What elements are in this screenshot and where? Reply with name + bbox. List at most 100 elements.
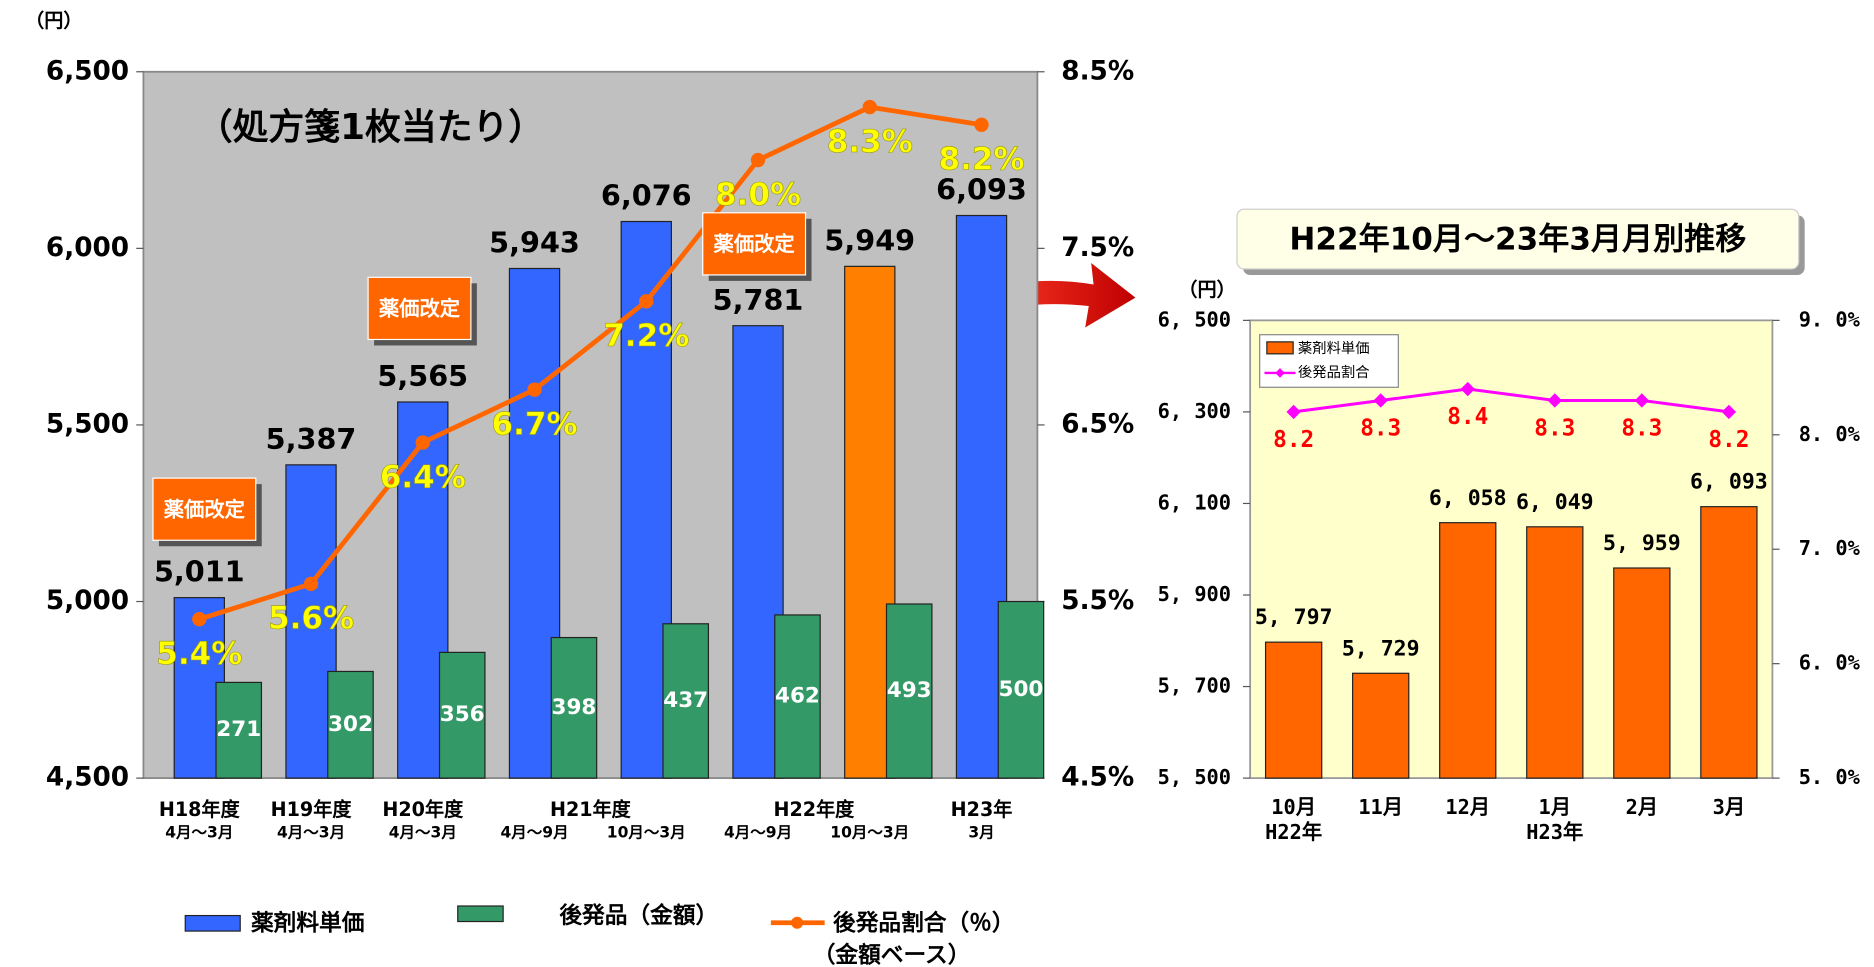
x-tick-label: 2月 [1626,795,1659,819]
line-value-label: 5.4% [156,636,242,672]
annotation-box [702,212,807,276]
line-marker [303,576,319,592]
y2-tick-label: 9. 0% [1799,307,1861,331]
line-marker [527,382,542,397]
bar-value-label: 5,949 [824,223,915,257]
bar [774,614,821,779]
line-value-label: 8.3 [1534,416,1575,442]
annotation-box [152,477,257,541]
y2-tick-label: 5.5% [1061,586,1134,616]
line-value-label: 8.4 [1447,404,1488,430]
bar-value-label: 6,093 [936,173,1027,207]
x-tick-label: 1月 [1539,795,1572,819]
plot-area [1249,319,1774,780]
legend-note: （金額ベース） [813,942,971,967]
bar [1352,672,1410,779]
bar-value-label: 6, 058 [1429,486,1507,511]
y-tick-label: 5, 700 [1158,674,1231,698]
line-marker [1286,404,1301,420]
legend-label: 後発品割合 [1298,364,1370,381]
line-marker [750,152,766,168]
y2-tick-label: 6. 0% [1799,651,1861,675]
y-tick-label: 5,500 [46,409,129,439]
bar-value-label: 493 [887,678,932,703]
x-tick-label: 12月 [1445,795,1490,819]
y2-tick-label: 5. 0% [1799,765,1861,789]
x-group-label: H18年度 [159,798,241,821]
bar [215,681,263,779]
bar-value-label: 462 [775,684,820,709]
y-tick-label: 6, 100 [1158,490,1231,514]
y2-tick-label: 8.5% [1061,56,1134,86]
y-tick-label: 4,500 [46,763,129,793]
x-tick-label: 11月 [1358,795,1403,819]
line-value-label: 5.6% [268,601,354,637]
y2-tick-label: 4.5% [1061,763,1134,793]
bar-value-label: 398 [552,695,597,720]
x-group-label: H20年度 [382,798,464,821]
x-tick-label: 4月～9月 [500,824,568,842]
x-tick-label: 10月～3月 [607,824,686,842]
x-group-label: H22年 [1265,820,1322,844]
legend-label: 後発品（金額） [559,902,718,929]
title-box [1236,208,1800,270]
x-tick-label: 4月～3月 [165,824,233,842]
bar-value-label: 6,076 [601,179,692,213]
legend-swatch [1266,341,1294,355]
bar-value-label: 302 [328,712,373,737]
bar [327,670,374,779]
line-value-label: 8.3% [827,124,913,160]
bar [438,651,486,779]
x-group-label: H23年 [951,798,1013,821]
y-tick-label: 6,000 [46,233,129,263]
line-value-label: 8.3 [1360,416,1401,442]
bar-value-label: 5,387 [266,422,357,456]
y-axis-unit: （円） [1178,278,1235,301]
arrow [884,262,1136,357]
line-value-label: 6.7% [491,406,577,442]
y-tick-label: 5,000 [46,586,129,616]
line-value-label: 8.0% [715,177,801,213]
line-marker [1721,404,1737,420]
bar-value-label: 5, 797 [1255,605,1333,630]
bar [997,600,1045,779]
bar [1613,567,1671,779]
line-value-label: 8.3 [1621,416,1662,442]
line [198,104,982,622]
line-marker [192,612,207,627]
line-marker [1547,393,1562,408]
bar [1526,526,1584,779]
line-marker [974,117,989,132]
bar-value-label: 5,011 [154,555,245,589]
legend-marker [791,916,804,929]
line-marker [1373,393,1388,408]
annotation-box [367,276,472,341]
line-marker [1634,393,1650,408]
legend-label: 薬剤料単価 [251,909,364,936]
y-axis-unit: （円） [25,9,82,32]
x-tick-label: 3月 [1713,795,1746,819]
bar-value-label: 6, 049 [1516,490,1594,515]
line-marker [639,294,654,309]
legend-marker [1275,368,1285,378]
y2-tick-label: 8. 0% [1799,422,1861,446]
bar-value-label: 5,943 [489,226,580,260]
bar-value-label: 437 [663,688,708,713]
bar [662,623,710,779]
bar-value-label: 271 [216,717,261,742]
x-group-label: H23年 [1526,820,1583,844]
annotation: 薬価改定 [714,232,796,256]
y-tick-label: 5, 900 [1158,582,1231,606]
y-tick-label: 6,500 [46,56,129,86]
x-group-label: H19年度 [271,798,353,821]
annotation: 薬価改定 [379,297,461,321]
x-tick-label: 10月 [1271,795,1316,819]
legend-label: 薬剤料単価 [1298,340,1370,357]
chart-title: H22年10月～23年3月月別推移 [1289,221,1746,257]
bar-value-label: 500 [999,677,1044,702]
x-tick-label: 3月 [968,824,994,842]
line-marker [415,435,430,450]
bar-value-label: 356 [440,702,485,727]
bar-value-label: 5,781 [713,283,804,317]
